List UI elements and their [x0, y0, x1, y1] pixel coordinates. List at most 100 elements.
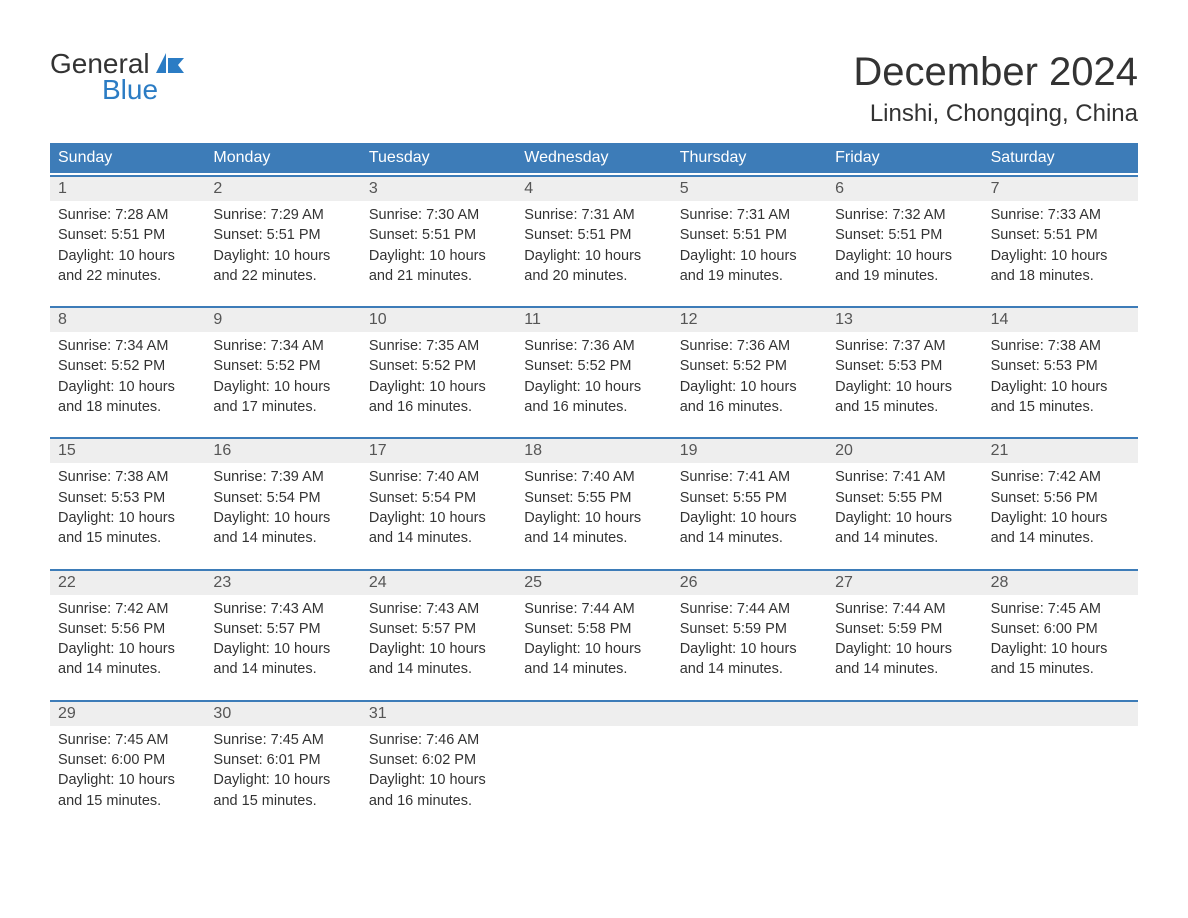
day-number: 12: [672, 308, 827, 332]
day-content: Sunrise: 7:38 AMSunset: 5:53 PMDaylight:…: [983, 332, 1138, 425]
sunset-text: Sunset: 5:51 PM: [835, 225, 974, 245]
sunrise-text: Sunrise: 7:31 AM: [524, 205, 663, 225]
sunrise-text: Sunrise: 7:36 AM: [680, 336, 819, 356]
week-row: 8Sunrise: 7:34 AMSunset: 5:52 PMDaylight…: [50, 306, 1138, 425]
day-number: 7: [983, 177, 1138, 201]
day-content: [827, 726, 982, 811]
sunset-text: Sunset: 5:55 PM: [524, 488, 663, 508]
daylight-text-1: Daylight: 10 hours: [369, 770, 508, 790]
day-number: 1: [50, 177, 205, 201]
daylight-text-2: and 15 minutes.: [991, 659, 1130, 679]
day-header-friday: Friday: [827, 143, 982, 173]
daylight-text-2: and 14 minutes.: [835, 528, 974, 548]
day-number: 8: [50, 308, 205, 332]
day-cell: 9Sunrise: 7:34 AMSunset: 5:52 PMDaylight…: [205, 308, 360, 425]
day-number: 10: [361, 308, 516, 332]
day-number: 24: [361, 571, 516, 595]
sunset-text: Sunset: 5:53 PM: [991, 356, 1130, 376]
day-number: [827, 702, 982, 726]
daylight-text-1: Daylight: 10 hours: [58, 246, 197, 266]
week-row: 1Sunrise: 7:28 AMSunset: 5:51 PMDaylight…: [50, 175, 1138, 294]
day-content: Sunrise: 7:39 AMSunset: 5:54 PMDaylight:…: [205, 463, 360, 556]
sunrise-text: Sunrise: 7:42 AM: [991, 467, 1130, 487]
day-number: 27: [827, 571, 982, 595]
sunrise-text: Sunrise: 7:44 AM: [680, 599, 819, 619]
day-cell: 15Sunrise: 7:38 AMSunset: 5:53 PMDayligh…: [50, 439, 205, 556]
sunset-text: Sunset: 5:51 PM: [524, 225, 663, 245]
sunrise-text: Sunrise: 7:35 AM: [369, 336, 508, 356]
month-title: December 2024: [853, 50, 1138, 95]
daylight-text-1: Daylight: 10 hours: [369, 377, 508, 397]
daylight-text-1: Daylight: 10 hours: [369, 639, 508, 659]
daylight-text-1: Daylight: 10 hours: [680, 508, 819, 528]
day-number: 21: [983, 439, 1138, 463]
day-content: [983, 726, 1138, 811]
day-header-row: Sunday Monday Tuesday Wednesday Thursday…: [50, 143, 1138, 173]
day-content: Sunrise: 7:35 AMSunset: 5:52 PMDaylight:…: [361, 332, 516, 425]
day-number: 4: [516, 177, 671, 201]
sunset-text: Sunset: 5:52 PM: [524, 356, 663, 376]
sunrise-text: Sunrise: 7:44 AM: [835, 599, 974, 619]
day-cell: 13Sunrise: 7:37 AMSunset: 5:53 PMDayligh…: [827, 308, 982, 425]
day-number: 14: [983, 308, 1138, 332]
sunset-text: Sunset: 5:53 PM: [58, 488, 197, 508]
day-content: Sunrise: 7:36 AMSunset: 5:52 PMDaylight:…: [516, 332, 671, 425]
day-header-wednesday: Wednesday: [516, 143, 671, 173]
sunset-text: Sunset: 6:00 PM: [58, 750, 197, 770]
daylight-text-2: and 14 minutes.: [991, 528, 1130, 548]
daylight-text-2: and 14 minutes.: [835, 659, 974, 679]
day-cell: 31Sunrise: 7:46 AMSunset: 6:02 PMDayligh…: [361, 702, 516, 819]
daylight-text-2: and 14 minutes.: [213, 659, 352, 679]
day-number: 5: [672, 177, 827, 201]
sunset-text: Sunset: 5:52 PM: [369, 356, 508, 376]
day-cell: 11Sunrise: 7:36 AMSunset: 5:52 PMDayligh…: [516, 308, 671, 425]
sunset-text: Sunset: 6:00 PM: [991, 619, 1130, 639]
day-number: 19: [672, 439, 827, 463]
day-content: Sunrise: 7:40 AMSunset: 5:55 PMDaylight:…: [516, 463, 671, 556]
daylight-text-2: and 14 minutes.: [58, 659, 197, 679]
daylight-text-2: and 16 minutes.: [369, 791, 508, 811]
day-number: 17: [361, 439, 516, 463]
day-content: Sunrise: 7:32 AMSunset: 5:51 PMDaylight:…: [827, 201, 982, 294]
sunset-text: Sunset: 5:59 PM: [680, 619, 819, 639]
day-content: Sunrise: 7:43 AMSunset: 5:57 PMDaylight:…: [361, 595, 516, 688]
day-number: 9: [205, 308, 360, 332]
sunrise-text: Sunrise: 7:37 AM: [835, 336, 974, 356]
daylight-text-1: Daylight: 10 hours: [835, 639, 974, 659]
sunrise-text: Sunrise: 7:34 AM: [213, 336, 352, 356]
sunrise-text: Sunrise: 7:29 AM: [213, 205, 352, 225]
day-cell: 2Sunrise: 7:29 AMSunset: 5:51 PMDaylight…: [205, 177, 360, 294]
day-content: Sunrise: 7:30 AMSunset: 5:51 PMDaylight:…: [361, 201, 516, 294]
daylight-text-1: Daylight: 10 hours: [680, 639, 819, 659]
day-content: Sunrise: 7:40 AMSunset: 5:54 PMDaylight:…: [361, 463, 516, 556]
daylight-text-2: and 18 minutes.: [991, 266, 1130, 286]
weeks-container: 1Sunrise: 7:28 AMSunset: 5:51 PMDaylight…: [50, 175, 1138, 819]
header: General Blue December 2024 Linshi, Chong…: [50, 50, 1138, 128]
day-cell: [983, 702, 1138, 819]
day-content: Sunrise: 7:36 AMSunset: 5:52 PMDaylight:…: [672, 332, 827, 425]
daylight-text-2: and 14 minutes.: [369, 528, 508, 548]
day-number: 28: [983, 571, 1138, 595]
day-number: [672, 702, 827, 726]
day-header-saturday: Saturday: [983, 143, 1138, 173]
sunrise-text: Sunrise: 7:39 AM: [213, 467, 352, 487]
daylight-text-2: and 19 minutes.: [680, 266, 819, 286]
daylight-text-1: Daylight: 10 hours: [680, 246, 819, 266]
day-content: Sunrise: 7:29 AMSunset: 5:51 PMDaylight:…: [205, 201, 360, 294]
daylight-text-1: Daylight: 10 hours: [991, 639, 1130, 659]
day-number: 23: [205, 571, 360, 595]
day-content: [672, 726, 827, 811]
day-cell: [516, 702, 671, 819]
day-header-thursday: Thursday: [672, 143, 827, 173]
daylight-text-1: Daylight: 10 hours: [991, 508, 1130, 528]
day-cell: 24Sunrise: 7:43 AMSunset: 5:57 PMDayligh…: [361, 571, 516, 688]
daylight-text-1: Daylight: 10 hours: [213, 508, 352, 528]
sunset-text: Sunset: 5:55 PM: [680, 488, 819, 508]
day-content: Sunrise: 7:42 AMSunset: 5:56 PMDaylight:…: [50, 595, 205, 688]
logo-top-text: General: [50, 48, 150, 79]
daylight-text-2: and 18 minutes.: [58, 397, 197, 417]
daylight-text-1: Daylight: 10 hours: [58, 639, 197, 659]
daylight-text-1: Daylight: 10 hours: [213, 639, 352, 659]
sunset-text: Sunset: 5:56 PM: [991, 488, 1130, 508]
day-cell: 20Sunrise: 7:41 AMSunset: 5:55 PMDayligh…: [827, 439, 982, 556]
